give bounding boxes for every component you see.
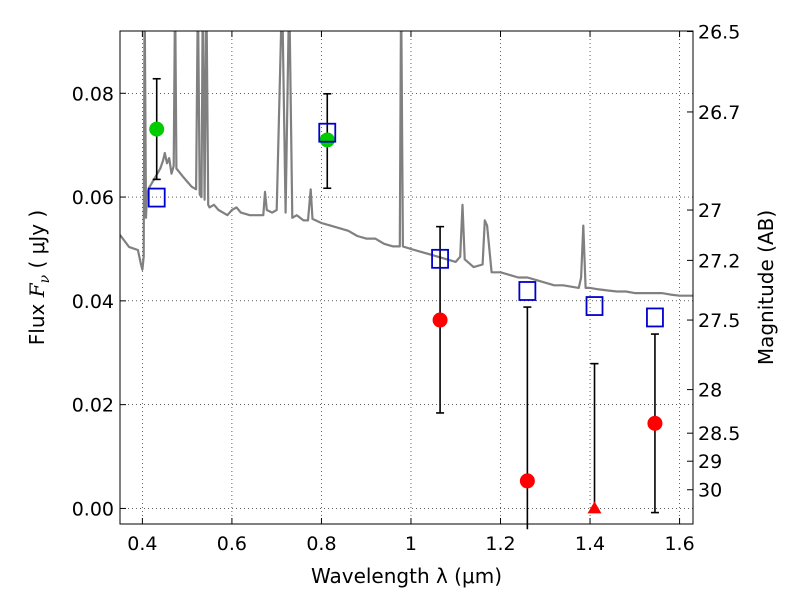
y2-tick-label: 26.5 (698, 22, 740, 44)
x-tick-label: 1 (405, 533, 417, 555)
y2-tick-label: 30 (698, 480, 722, 502)
y-axis-label: Flux Fν ( μJy ) (25, 210, 53, 345)
data-point-circle (149, 121, 165, 137)
x-tick-label: 0.8 (306, 533, 336, 555)
y2-tick-label: 27.2 (698, 250, 740, 272)
model-point-square (585, 296, 604, 316)
x-tick-label: 0.4 (127, 533, 157, 555)
y2-tick-label: 28 (698, 380, 722, 402)
y-tick-label: 0.02 (72, 395, 114, 417)
y2-tick-label: 27 (698, 200, 722, 222)
y-tick-label: 0.06 (72, 187, 114, 209)
x-axis-label: Wavelength λ (μm) (311, 564, 502, 588)
x-tick-label: 1.6 (664, 533, 694, 555)
template-spectrum-line (120, 31, 693, 297)
y2-tick-label: 27.5 (698, 310, 740, 332)
y2-tick-label: 26.7 (698, 102, 740, 124)
model-point-square (431, 248, 449, 269)
plot-frame (119, 30, 694, 525)
model-point-square (318, 122, 337, 143)
data-point-circle (519, 473, 535, 489)
data-markers (147, 121, 664, 514)
y-tick-label: 0.04 (72, 291, 114, 313)
x-tick-label: 1.4 (575, 533, 605, 555)
model-point-square (147, 187, 166, 208)
data-point-circle (647, 415, 663, 431)
axis-labels: Wavelength λ (μm) Flux Fν ( μJy ) Magnit… (25, 210, 778, 588)
x-tick-label: 1.2 (485, 533, 515, 555)
error-bars (152, 77, 659, 530)
y-tick-label: 0.00 (72, 498, 114, 520)
axis-ticks: 0.4 0.6 0.8 1 1.2 1.4 1.6 0.00 0.02 0.04 0.06 0.08 2… (72, 22, 741, 555)
y2-axis-label: Magnitude (AB) (754, 210, 778, 365)
template-spectrum (120, 31, 693, 297)
data-point-circle (319, 132, 335, 148)
model-point-square (518, 281, 537, 301)
data-point-circle (432, 312, 448, 328)
y2-tick-label: 29 (698, 451, 722, 473)
model-point-square (646, 307, 664, 328)
y2-tick-label: 28.5 (698, 423, 740, 445)
x-tick-label: 0.6 (217, 533, 247, 555)
y-tick-label: 0.08 (72, 83, 114, 105)
upper-limit-triangle (587, 501, 602, 514)
